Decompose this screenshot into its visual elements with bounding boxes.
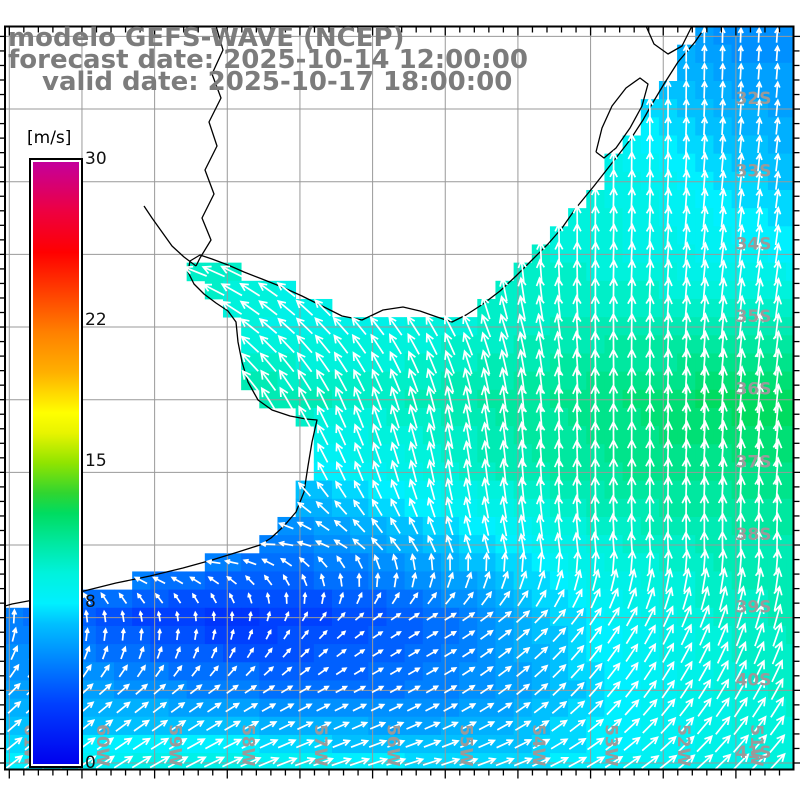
longitude-label: 53W — [601, 724, 621, 767]
longitude-label: 58W — [237, 724, 257, 767]
colorbar-frame — [29, 158, 83, 768]
longitude-label: 57W — [310, 724, 330, 767]
wind-speed-cells — [5, 26, 794, 770]
latitude-label: 38S — [736, 525, 772, 545]
map-layers — [5, 26, 794, 770]
longitude-label: 56W — [383, 724, 403, 767]
latitude-label: 35S — [736, 307, 772, 327]
colorbar — [29, 158, 83, 768]
longitude-label: 55W — [455, 724, 475, 767]
latitude-label: 41S — [736, 743, 772, 763]
longitude-label: 60W — [92, 724, 112, 767]
latitude-label: 37S — [736, 452, 772, 472]
lagoon-path — [595, 77, 649, 159]
longitude-label: 54W — [528, 724, 548, 767]
wind-arrows — [5, 26, 786, 770]
latitude-label: 34S — [736, 234, 772, 254]
longitude-label: 59W — [165, 724, 185, 767]
coastline-path — [5, 26, 707, 607]
river-path — [195, 26, 224, 267]
river-path — [143, 205, 197, 267]
longitude-label: 51W — [746, 724, 766, 767]
longitude-label: 52W — [673, 724, 693, 767]
latitude-label: 40S — [736, 670, 772, 690]
colorbar-tick-label: 30 — [85, 149, 107, 169]
coastline — [5, 26, 707, 607]
colorbar-tick-label: 15 — [85, 451, 107, 471]
map-border — [4, 25, 795, 771]
latitude-label: 36S — [736, 380, 772, 400]
latitude-label: 33S — [736, 162, 772, 182]
colorbar-tick-label: 0 — [85, 753, 96, 773]
latitude-label: 32S — [736, 89, 772, 109]
colorbar-gradient — [33, 162, 79, 764]
latitude-label: 39S — [736, 598, 772, 618]
colorbar-tick-label: 8 — [85, 591, 96, 612]
axis-labels: 61W60W59W58W57W56W55W54W53W52W51W32S33S3… — [19, 89, 771, 767]
colorbar-tick-label: 22 — [85, 310, 107, 331]
colorbar-unit-label: [m/s] — [27, 128, 72, 148]
lagoon-path — [645, 26, 693, 55]
